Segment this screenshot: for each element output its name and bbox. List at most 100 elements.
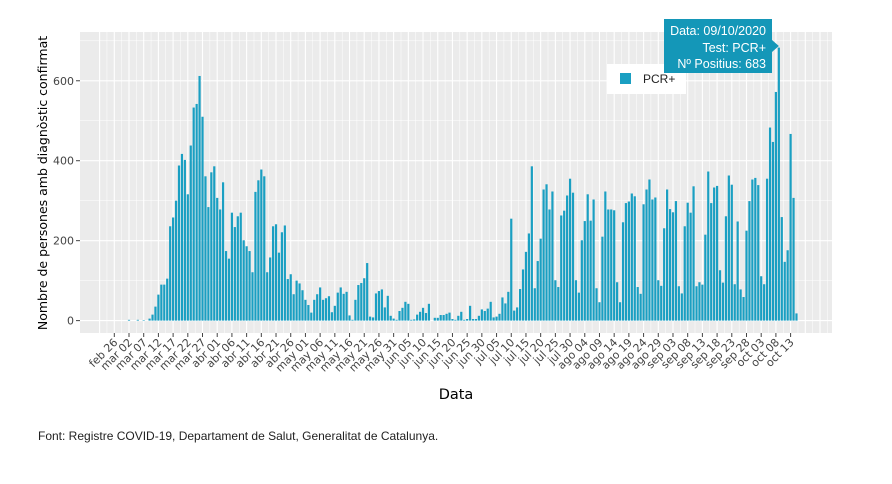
bar-2020-05-08[interactable] bbox=[324, 298, 328, 321]
bar-2020-09-14[interactable] bbox=[704, 234, 707, 321]
bar-2020-07-01[interactable] bbox=[483, 311, 486, 321]
bar-2020-03-29[interactable] bbox=[207, 207, 210, 321]
bar-2020-03-19[interactable] bbox=[177, 165, 181, 321]
bar-2020-06-24[interactable] bbox=[463, 319, 466, 321]
bar-2020-10-06[interactable] bbox=[768, 127, 772, 321]
bar-2020-09-20[interactable] bbox=[721, 282, 725, 321]
bar-2020-08-30[interactable] bbox=[660, 285, 663, 321]
bar-2020-04-28[interactable] bbox=[295, 280, 298, 321]
bar-2020-05-22[interactable] bbox=[366, 263, 369, 321]
bar-2020-09-06[interactable] bbox=[680, 293, 683, 321]
bar-2020-08-05[interactable] bbox=[586, 194, 589, 321]
bar-2020-10-15[interactable] bbox=[795, 313, 798, 321]
bar-2020-07-13[interactable] bbox=[518, 289, 522, 321]
bar-2020-08-28[interactable] bbox=[654, 197, 657, 321]
bar-2020-04-27[interactable] bbox=[292, 294, 295, 321]
bar-2020-05-05[interactable] bbox=[316, 294, 319, 321]
bar-2020-04-18[interactable] bbox=[266, 272, 269, 321]
bar-2020-10-08[interactable] bbox=[774, 91, 777, 321]
bar-2020-07-29[interactable] bbox=[566, 195, 569, 321]
bar-2020-03-28[interactable] bbox=[204, 176, 207, 321]
bar-2020-03-10[interactable] bbox=[151, 314, 154, 321]
bar-2020-07-06[interactable] bbox=[498, 313, 501, 321]
bar-2020-04-03[interactable] bbox=[221, 182, 225, 321]
bar-2020-08-19[interactable] bbox=[627, 201, 630, 321]
bar-2020-08-12[interactable] bbox=[607, 209, 610, 321]
bar-2020-09-15[interactable] bbox=[707, 171, 710, 321]
bar-2020-08-15[interactable] bbox=[616, 282, 619, 321]
bar-2020-08-25[interactable] bbox=[645, 189, 648, 321]
bar-2020-09-07[interactable] bbox=[683, 226, 686, 321]
bar-2020-10-04[interactable] bbox=[763, 284, 766, 321]
bar-2020-03-21[interactable] bbox=[183, 159, 186, 321]
bar-2020-07-08[interactable] bbox=[504, 303, 507, 321]
bar-2020-09-29[interactable] bbox=[748, 201, 751, 321]
bar-2020-10-14[interactable] bbox=[792, 197, 795, 321]
bar-2020-06-30[interactable] bbox=[480, 309, 483, 321]
bar-2020-07-03[interactable] bbox=[489, 301, 492, 321]
bar-2020-04-09[interactable] bbox=[239, 212, 242, 321]
bar-2020-05-06[interactable] bbox=[319, 287, 322, 321]
bar-2020-06-29[interactable] bbox=[477, 315, 481, 321]
bar-2020-07-19[interactable] bbox=[536, 261, 539, 321]
bar-2020-04-23[interactable] bbox=[280, 232, 284, 321]
bar-2020-10-09[interactable] bbox=[777, 47, 780, 321]
bar-2020-04-06[interactable] bbox=[230, 212, 234, 321]
bar-2020-03-09[interactable] bbox=[148, 318, 151, 321]
bar-2020-08-31[interactable] bbox=[663, 228, 666, 321]
bar-2020-03-25[interactable] bbox=[195, 103, 198, 321]
bar-2020-07-22[interactable] bbox=[545, 184, 548, 321]
bar-2020-08-29[interactable] bbox=[657, 280, 660, 321]
bar-2020-09-09[interactable] bbox=[689, 212, 692, 321]
bar-2020-06-21[interactable] bbox=[454, 319, 457, 321]
bar-2020-08-07[interactable] bbox=[592, 199, 595, 321]
bar-2020-03-11[interactable] bbox=[154, 306, 157, 321]
bar-2020-09-03[interactable] bbox=[671, 212, 675, 321]
bar-2020-06-07[interactable] bbox=[413, 319, 416, 321]
bar-2020-04-30[interactable] bbox=[301, 290, 304, 321]
bar-2020-04-07[interactable] bbox=[233, 227, 236, 321]
bar-2020-07-21[interactable] bbox=[542, 189, 545, 321]
bar-2020-07-27[interactable] bbox=[560, 215, 563, 321]
bar-2020-07-17[interactable] bbox=[530, 166, 533, 321]
bar-2020-07-28[interactable] bbox=[563, 210, 566, 321]
bar-2020-07-24[interactable] bbox=[551, 191, 554, 321]
bar-2020-06-03[interactable] bbox=[401, 307, 404, 321]
bar-2020-04-25[interactable] bbox=[286, 279, 289, 321]
bar-2020-06-08[interactable] bbox=[416, 314, 419, 321]
bar-2020-10-10[interactable] bbox=[780, 217, 783, 321]
bar-2020-09-05[interactable] bbox=[677, 286, 680, 321]
bar-2020-03-27[interactable] bbox=[201, 116, 204, 321]
bar-2020-09-10[interactable] bbox=[692, 186, 695, 321]
bar-2020-08-17[interactable] bbox=[621, 222, 625, 321]
bar-2020-10-11[interactable] bbox=[783, 261, 786, 321]
bar-2020-10-02[interactable] bbox=[757, 185, 760, 321]
bar-2020-06-12[interactable] bbox=[427, 303, 431, 321]
bar-2020-07-07[interactable] bbox=[501, 297, 504, 321]
bar-2020-05-13[interactable] bbox=[339, 287, 342, 321]
bar-2020-05-31[interactable] bbox=[392, 318, 395, 321]
bar-2020-09-04[interactable] bbox=[674, 201, 678, 321]
bar-2020-09-25[interactable] bbox=[736, 221, 739, 321]
bar-2020-04-12[interactable] bbox=[248, 251, 251, 321]
bar-2020-05-23[interactable] bbox=[369, 316, 372, 321]
bar-2020-07-18[interactable] bbox=[533, 288, 536, 321]
bar-2020-08-27[interactable] bbox=[651, 199, 654, 321]
bar-2020-05-10[interactable] bbox=[330, 312, 333, 321]
bar-2020-08-23[interactable] bbox=[639, 293, 642, 321]
bar-2020-03-07[interactable] bbox=[142, 320, 145, 321]
bar-2020-08-08[interactable] bbox=[595, 288, 598, 321]
bar-2020-03-31[interactable] bbox=[213, 166, 216, 321]
bar-2020-08-01[interactable] bbox=[574, 280, 578, 321]
bar-2020-09-13[interactable] bbox=[701, 284, 704, 321]
bar-2020-04-05[interactable] bbox=[227, 258, 231, 321]
bar-2020-08-09[interactable] bbox=[598, 302, 601, 321]
bar-2020-06-11[interactable] bbox=[424, 313, 428, 321]
bar-2020-05-30[interactable] bbox=[389, 315, 392, 321]
bar-2020-05-20[interactable] bbox=[360, 283, 363, 321]
bar-2020-05-27[interactable] bbox=[380, 289, 383, 321]
bar-2020-07-14[interactable] bbox=[521, 269, 525, 321]
bar-2020-07-16[interactable] bbox=[527, 233, 531, 321]
bar-2020-10-12[interactable] bbox=[786, 250, 789, 321]
bar-2020-03-30[interactable] bbox=[210, 172, 213, 321]
